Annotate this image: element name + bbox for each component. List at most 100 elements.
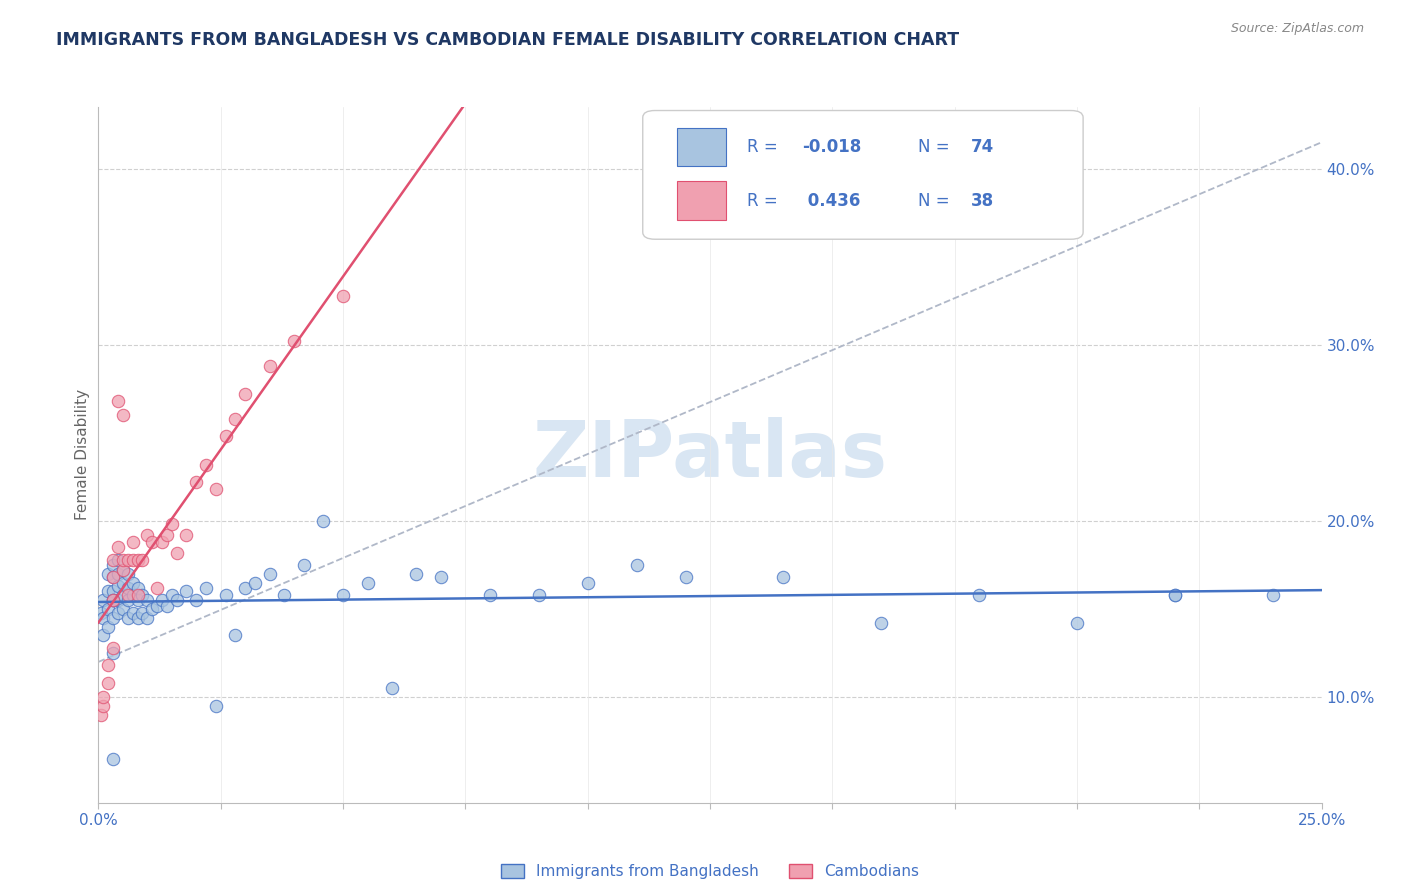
Point <box>675 570 697 584</box>
Point <box>97 602 120 616</box>
Point <box>97 676 120 690</box>
Point <box>312 514 335 528</box>
Point <box>478 588 501 602</box>
Point <box>576 575 599 590</box>
Bar <box>678 128 725 166</box>
Point <box>111 563 134 577</box>
Point <box>111 552 134 566</box>
Point <box>101 593 124 607</box>
Point <box>430 570 453 584</box>
Point <box>101 570 124 584</box>
Point <box>101 570 124 584</box>
Point <box>405 566 427 581</box>
Point <box>107 593 129 607</box>
Point <box>121 535 143 549</box>
Text: R =: R = <box>747 138 783 156</box>
Point <box>156 599 179 613</box>
Point <box>233 387 256 401</box>
Point <box>1261 588 1284 602</box>
Point <box>127 581 149 595</box>
Point <box>127 588 149 602</box>
Point <box>90 707 112 722</box>
Point <box>117 588 139 602</box>
Point <box>101 640 124 655</box>
Point <box>205 698 228 713</box>
Point <box>176 584 198 599</box>
Bar <box>678 181 725 219</box>
Point <box>136 611 159 625</box>
Point <box>527 588 550 602</box>
Text: N =: N = <box>918 138 955 156</box>
Point <box>205 483 228 497</box>
Text: -0.018: -0.018 <box>801 138 860 156</box>
Point <box>101 593 124 607</box>
Point <box>967 588 990 602</box>
Point <box>160 588 183 602</box>
Point <box>117 566 139 581</box>
Text: IMMIGRANTS FROM BANGLADESH VS CAMBODIAN FEMALE DISABILITY CORRELATION CHART: IMMIGRANTS FROM BANGLADESH VS CAMBODIAN … <box>56 31 959 49</box>
Point <box>195 581 218 595</box>
Point <box>214 588 236 602</box>
Point <box>381 681 404 696</box>
Point <box>166 593 188 607</box>
Point <box>176 528 198 542</box>
Point <box>224 412 246 426</box>
Point <box>166 546 188 560</box>
Point <box>870 616 893 631</box>
Point <box>259 359 281 373</box>
Point <box>91 593 114 607</box>
Point <box>214 429 236 443</box>
Point <box>146 599 169 613</box>
Point <box>91 611 114 625</box>
Point <box>107 552 129 566</box>
Text: R =: R = <box>747 192 783 210</box>
Point <box>91 698 114 713</box>
Point <box>195 458 218 472</box>
Point <box>117 611 139 625</box>
Point <box>131 606 153 620</box>
Point <box>259 566 281 581</box>
Text: Source: ZipAtlas.com: Source: ZipAtlas.com <box>1230 22 1364 36</box>
Point <box>97 566 120 581</box>
Point <box>101 584 124 599</box>
FancyBboxPatch shape <box>643 111 1083 239</box>
Point <box>107 579 129 593</box>
Point <box>107 541 129 555</box>
Point <box>97 620 120 634</box>
Point <box>332 588 354 602</box>
Point <box>273 588 295 602</box>
Text: ZIPatlas: ZIPatlas <box>533 417 887 493</box>
Point <box>117 593 139 607</box>
Point <box>131 552 153 566</box>
Point <box>1164 588 1187 602</box>
Point <box>150 593 173 607</box>
Point <box>121 606 143 620</box>
Point <box>127 593 149 607</box>
Point <box>111 575 134 590</box>
Text: 0.436: 0.436 <box>801 192 860 210</box>
Point <box>332 288 354 302</box>
Point <box>1066 616 1088 631</box>
Point <box>101 593 124 607</box>
Point <box>111 563 134 577</box>
Point <box>292 558 315 572</box>
Point <box>107 566 129 581</box>
Point <box>131 588 153 602</box>
Point <box>243 575 266 590</box>
Point <box>97 584 120 599</box>
Text: 74: 74 <box>970 138 994 156</box>
Point <box>107 394 129 409</box>
Point <box>111 409 134 423</box>
Legend: Immigrants from Bangladesh, Cambodians: Immigrants from Bangladesh, Cambodians <box>495 858 925 886</box>
Point <box>111 602 134 616</box>
Text: 38: 38 <box>970 192 994 210</box>
Point <box>111 588 134 602</box>
Point <box>283 334 305 349</box>
Point <box>121 552 143 566</box>
Point <box>101 752 124 766</box>
Point <box>233 581 256 595</box>
Y-axis label: Female Disability: Female Disability <box>75 389 90 521</box>
Point <box>97 658 120 673</box>
Point <box>90 606 112 620</box>
Point <box>141 535 163 549</box>
